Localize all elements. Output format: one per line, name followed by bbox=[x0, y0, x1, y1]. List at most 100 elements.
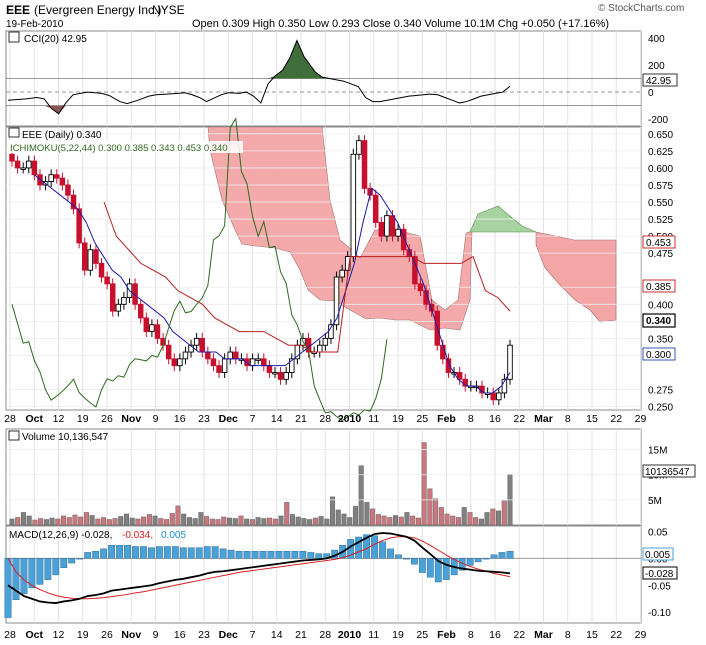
candle-body bbox=[255, 358, 261, 361]
volume-bar bbox=[335, 509, 341, 526]
macd-histogram-bar bbox=[299, 551, 307, 559]
volume-bar bbox=[478, 518, 484, 526]
macd-histogram-bar bbox=[20, 558, 28, 595]
macd-title: MACD(12,26,9) -0.028, -0.034, 0.005 bbox=[9, 530, 186, 541]
x-axis-label: Nov bbox=[121, 629, 141, 641]
volume-bar bbox=[433, 498, 439, 526]
candle-body bbox=[193, 337, 200, 346]
svg-text:42.95: 42.95 bbox=[646, 76, 671, 87]
candle-body bbox=[266, 365, 273, 373]
cci-tick-label: 0 bbox=[648, 88, 654, 99]
x-axis-label: 9 bbox=[153, 629, 159, 641]
svg-text:0.340: 0.340 bbox=[646, 316, 671, 327]
candle-body bbox=[98, 262, 105, 278]
candle-body bbox=[221, 358, 228, 373]
volume-bar bbox=[352, 506, 358, 526]
volume-bar bbox=[301, 518, 307, 526]
candle-body bbox=[115, 303, 122, 312]
volume-bar bbox=[261, 518, 267, 526]
volume-bar bbox=[141, 516, 147, 526]
svg-text:ICHIMOKU(5,22,44) 0.300 0.385: ICHIMOKU(5,22,44) 0.300 0.385 0.343 0.45… bbox=[10, 143, 228, 154]
macd-histogram-bar bbox=[506, 551, 514, 559]
volume-bar bbox=[347, 517, 353, 526]
volume-bar bbox=[32, 519, 38, 526]
candle-body bbox=[378, 222, 385, 237]
volume-bar bbox=[427, 488, 433, 526]
candle-body bbox=[132, 283, 138, 305]
volume-bar bbox=[55, 518, 61, 526]
price-tick-label: 0.575 bbox=[648, 181, 673, 192]
x-axis-label: 12 bbox=[53, 413, 65, 425]
volume-bar bbox=[444, 513, 450, 526]
chart-date: 19-Feb-2010 bbox=[6, 19, 64, 30]
price-label-low: 0.300 bbox=[642, 347, 676, 361]
svg-text:0.300: 0.300 bbox=[646, 350, 671, 361]
volume-bar bbox=[26, 515, 32, 526]
macd-histogram-bar bbox=[315, 553, 323, 559]
x-axis-label: 14 bbox=[271, 413, 283, 425]
x-axis-label: 19 bbox=[392, 629, 404, 641]
candle-body bbox=[322, 337, 329, 346]
x-axis-label: 15 bbox=[586, 629, 598, 641]
volume-bar bbox=[387, 517, 393, 526]
macd-indicator bbox=[4, 532, 641, 618]
x-axis-label: 29 bbox=[635, 629, 647, 641]
macd-histogram-bar bbox=[474, 558, 482, 563]
x-axis-label: 7 bbox=[250, 629, 256, 641]
volume-bar bbox=[461, 507, 467, 526]
macd-histogram-bar bbox=[291, 551, 299, 559]
macd-histogram-bar bbox=[132, 546, 139, 559]
candle-body bbox=[272, 372, 278, 375]
volume-bar bbox=[455, 517, 461, 526]
x-axis-label: 16 bbox=[174, 413, 186, 425]
candle-body bbox=[199, 337, 205, 353]
volume-bar bbox=[221, 516, 227, 526]
cci-indicator bbox=[6, 39, 641, 115]
macd-histogram-bar bbox=[243, 551, 251, 559]
volume-bar bbox=[123, 513, 129, 526]
volume-bar bbox=[215, 519, 221, 526]
volume-bar bbox=[284, 502, 290, 526]
candle-body bbox=[496, 392, 502, 401]
cci-tick-label: 200 bbox=[648, 61, 665, 72]
volume-bar bbox=[106, 519, 112, 526]
volume-bar bbox=[330, 496, 336, 526]
volume-bar bbox=[72, 514, 78, 526]
candle-body bbox=[48, 174, 54, 183]
volume-bar bbox=[227, 517, 233, 526]
chart-symbol: EEE bbox=[6, 3, 30, 17]
x-axis-label: 7 bbox=[250, 413, 256, 425]
volume-bar bbox=[410, 515, 416, 526]
candle-body bbox=[249, 358, 256, 367]
x-axis-label: 22 bbox=[610, 629, 622, 641]
x-axis-label: 2010 bbox=[338, 629, 362, 641]
cci-overbought-fill bbox=[8, 40, 510, 79]
price-tick-label: 0.600 bbox=[648, 164, 673, 175]
macd-histogram-bar bbox=[68, 558, 76, 564]
volume-bar bbox=[204, 516, 210, 526]
macd-histogram-bar bbox=[12, 558, 20, 601]
cci-tick-label: -200 bbox=[648, 115, 668, 126]
volume-bar bbox=[381, 515, 387, 526]
candle-body bbox=[70, 194, 77, 210]
macd-histogram-bar bbox=[482, 558, 490, 560]
x-axis-label: 16 bbox=[489, 629, 501, 641]
volume-bar bbox=[501, 500, 507, 526]
x-axis-label: 8 bbox=[565, 413, 571, 425]
macd-signal-line bbox=[7, 536, 511, 600]
macd-histogram-bar bbox=[235, 551, 243, 559]
volume-bar bbox=[473, 517, 479, 526]
candle-body bbox=[333, 276, 340, 326]
x-axis-label: 28 bbox=[4, 413, 16, 425]
x-axis-label: 19 bbox=[77, 413, 89, 425]
x-axis-label: 9 bbox=[153, 413, 159, 425]
candle-body bbox=[356, 140, 362, 155]
macd-histogram-bar bbox=[100, 548, 108, 559]
macd-histogram-bar bbox=[203, 546, 211, 559]
volume-bar bbox=[341, 513, 347, 526]
candle-body bbox=[283, 372, 289, 380]
macd-histogram-bar bbox=[403, 558, 410, 560]
macd-histogram-bar bbox=[36, 558, 44, 585]
macd-histogram-bar bbox=[442, 558, 450, 580]
candle-body bbox=[317, 344, 323, 353]
